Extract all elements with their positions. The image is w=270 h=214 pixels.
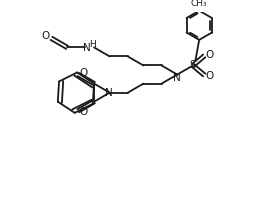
Text: N: N xyxy=(104,88,112,98)
Text: S: S xyxy=(190,61,196,70)
Text: O: O xyxy=(79,107,87,117)
Text: O: O xyxy=(206,71,214,81)
Text: O: O xyxy=(42,31,50,41)
Text: H: H xyxy=(89,40,96,49)
Text: O: O xyxy=(79,68,87,78)
Text: N: N xyxy=(83,43,91,53)
Text: N: N xyxy=(173,73,181,83)
Text: CH₃: CH₃ xyxy=(191,0,208,8)
Text: O: O xyxy=(206,50,214,60)
